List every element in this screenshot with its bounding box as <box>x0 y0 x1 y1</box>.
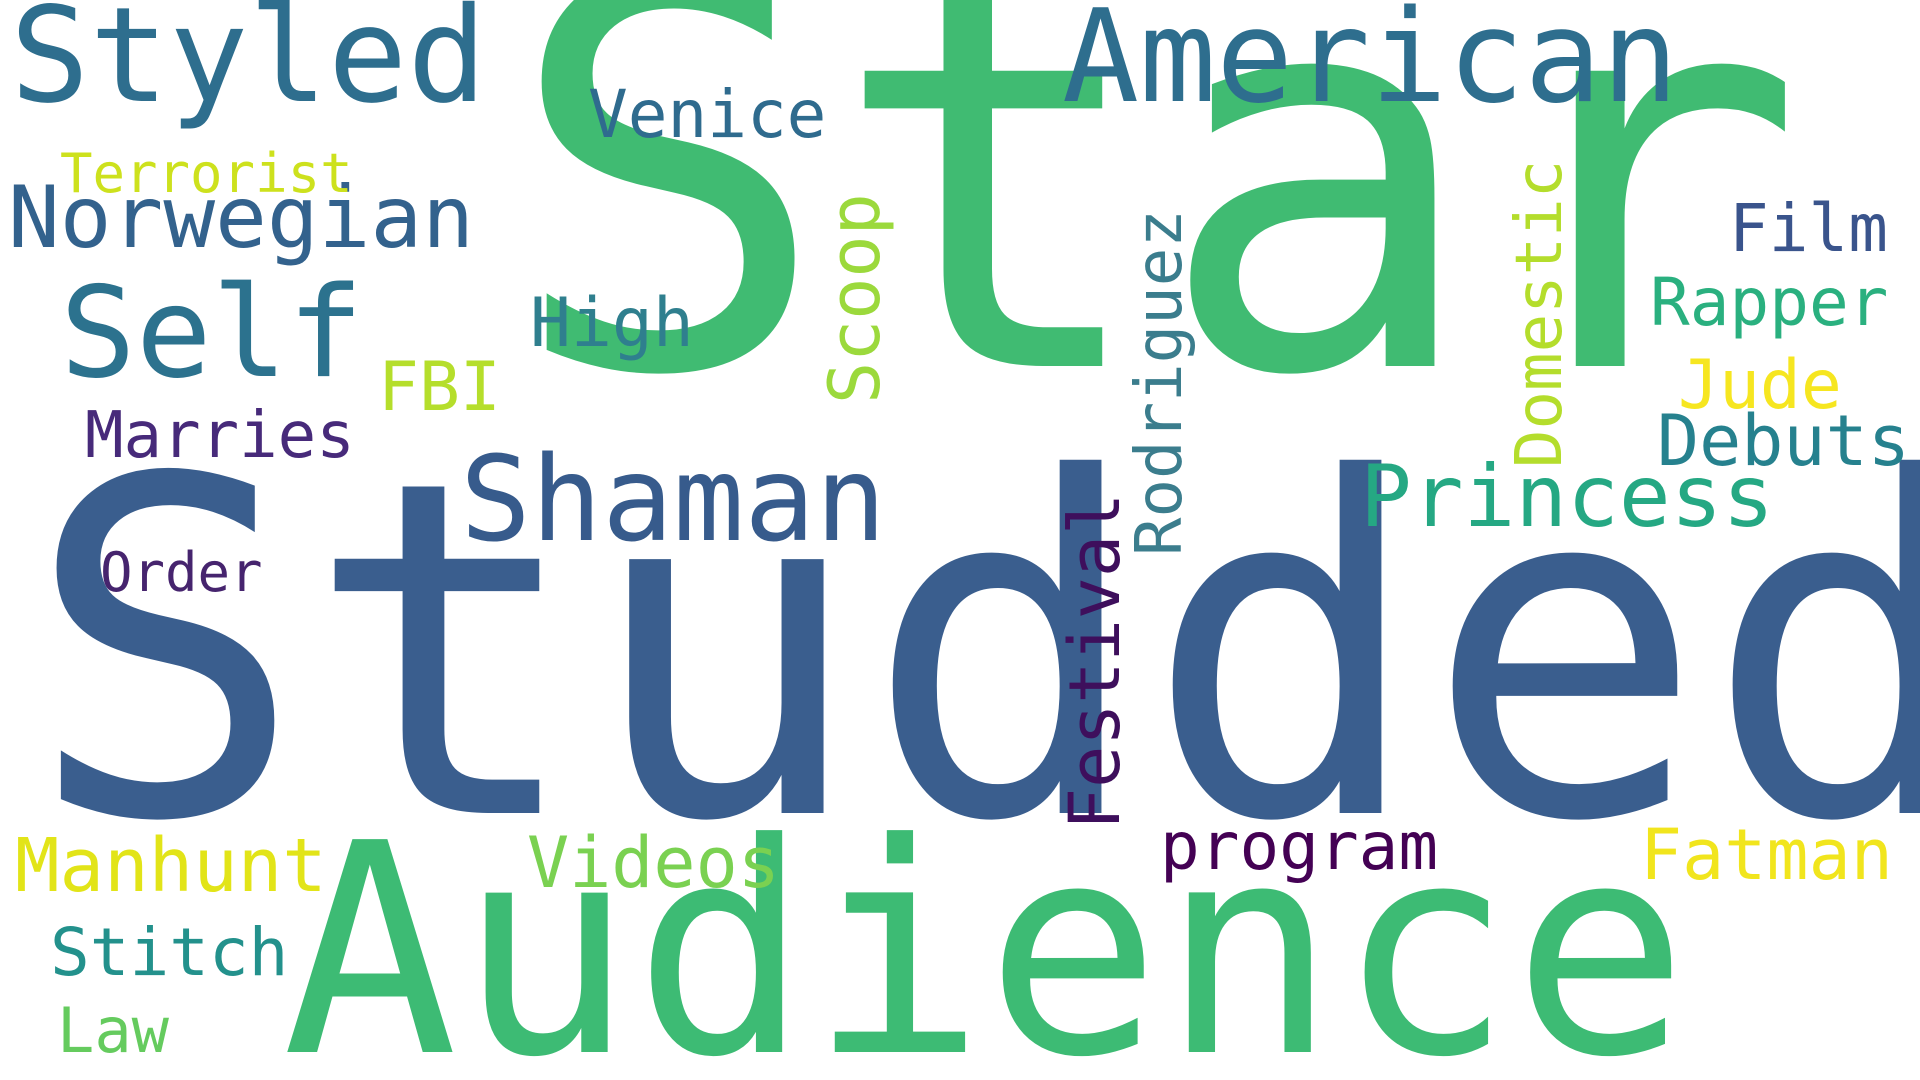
word-norwegian: Norwegian <box>8 168 474 268</box>
word-program: program <box>1160 808 1439 885</box>
word-jude: Jude <box>1678 346 1842 425</box>
word-rapper: Rapper <box>1650 264 1889 341</box>
word-self: Self <box>60 259 364 406</box>
word-rodriguez: Rodriguez <box>1123 209 1197 556</box>
word-audience: Audience <box>282 781 1689 1080</box>
word-order: Order <box>100 541 263 604</box>
word-domestic: Domestic <box>1503 159 1577 468</box>
word-studded: Studded <box>25 381 1920 923</box>
word-star: Star <box>505 0 1806 494</box>
word-princess: Princess <box>1360 447 1775 547</box>
word-manhunt: Manhunt <box>15 823 327 909</box>
word-styled: Styled <box>10 0 487 133</box>
word-venice: Venice <box>588 76 827 153</box>
word-festival: Festival <box>1054 492 1136 830</box>
word-american: American <box>1062 0 1679 132</box>
word-marries: Marries <box>85 399 355 473</box>
word-high: High <box>530 284 694 363</box>
word-terrorist: Terrorist <box>60 142 353 205</box>
word-law: Law <box>57 994 169 1067</box>
word-debuts: Debuts <box>1657 400 1910 482</box>
word-stitch: Stitch <box>50 914 289 991</box>
word-fbi: FBI <box>378 348 501 427</box>
word-shaman: Shaman <box>460 430 887 568</box>
word-film: Film <box>1729 190 1888 267</box>
word-scoop: Scoop <box>814 193 896 404</box>
word-fatman: Fatman <box>1640 814 1893 896</box>
word-videos: Videos <box>527 822 780 904</box>
